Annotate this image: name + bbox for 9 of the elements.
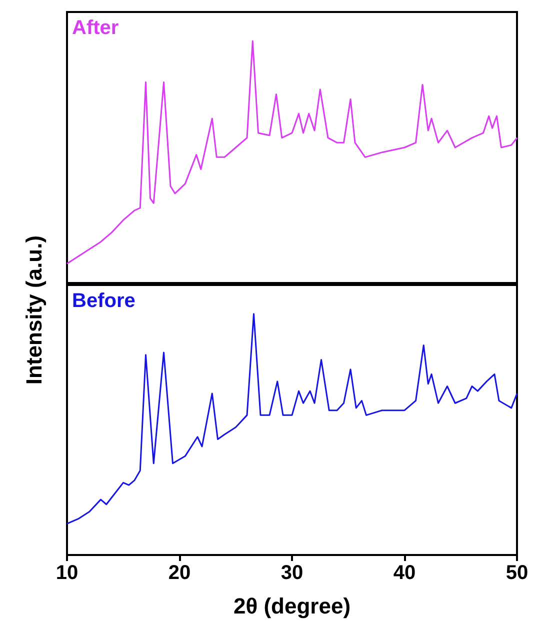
x-tick-label: 10: [56, 562, 78, 584]
text: After: [72, 17, 119, 39]
x-tick-label: 50: [506, 562, 528, 584]
x-tick-label: 40: [393, 562, 416, 584]
text: Before: [72, 290, 136, 312]
y-axis-title: Intensity (a.u.): [22, 235, 46, 385]
x-tick-label: 30: [280, 562, 304, 584]
x-tick-label: 20: [168, 562, 191, 584]
x-axis-title: 2θ (degree): [233, 594, 351, 618]
